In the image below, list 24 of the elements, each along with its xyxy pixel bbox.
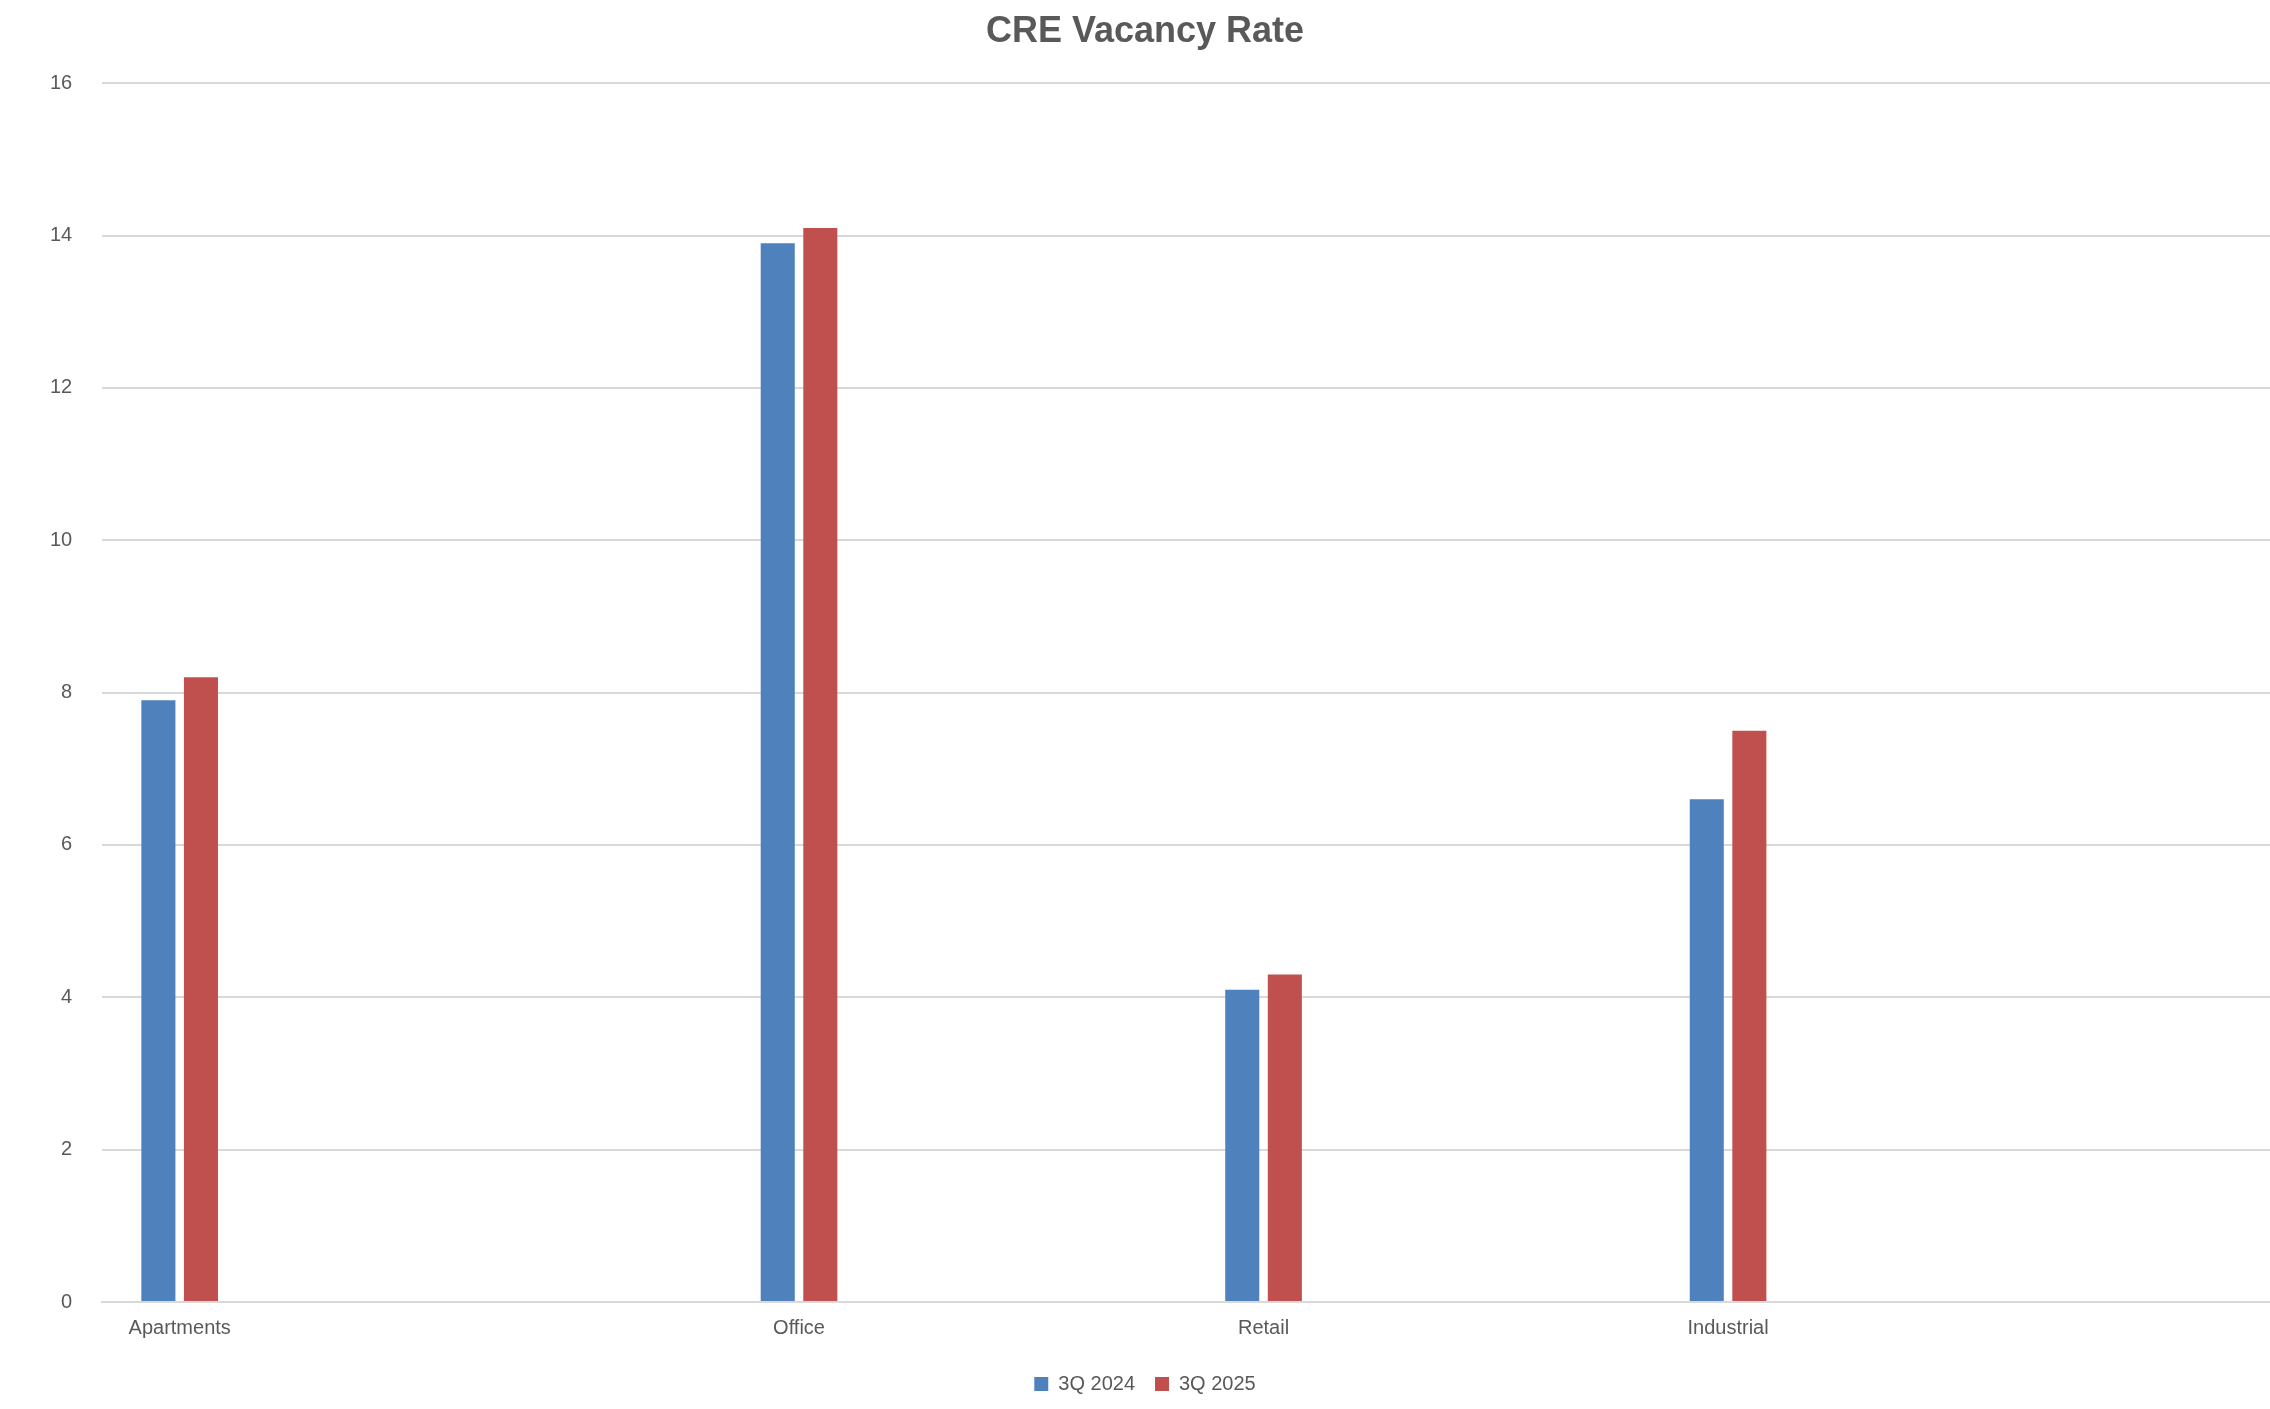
y-tick-label: 8: [61, 680, 73, 703]
bar: [1225, 989, 1260, 1301]
bar: [1689, 799, 1724, 1301]
bar: [183, 677, 218, 1301]
bar: [1732, 730, 1767, 1301]
bar: [1267, 974, 1302, 1301]
bar: [760, 243, 795, 1301]
x-tick-label: Apartments: [128, 1315, 231, 1338]
legend-label: 3Q 2024: [1058, 1371, 1136, 1394]
legend-label: 3Q 2025: [1179, 1371, 1256, 1394]
y-tick-label: 12: [50, 375, 73, 398]
y-tick-label: 2: [61, 1137, 73, 1160]
y-tick-label: 0: [61, 1289, 73, 1312]
bar: [803, 227, 838, 1301]
y-tick-label: 10: [50, 527, 73, 550]
x-tick-label: Retail: [1237, 1315, 1290, 1338]
x-tick-label: Industrial: [1687, 1315, 1769, 1338]
y-tick-label: 14: [50, 223, 73, 246]
chart-title: CRE Vacancy Rate: [985, 8, 1305, 50]
y-tick-label: 16: [50, 70, 73, 93]
bar: [141, 700, 176, 1301]
y-tick-label: 4: [61, 984, 73, 1007]
x-tick-label: Office: [773, 1315, 825, 1338]
y-tick-label: 6: [61, 832, 73, 855]
